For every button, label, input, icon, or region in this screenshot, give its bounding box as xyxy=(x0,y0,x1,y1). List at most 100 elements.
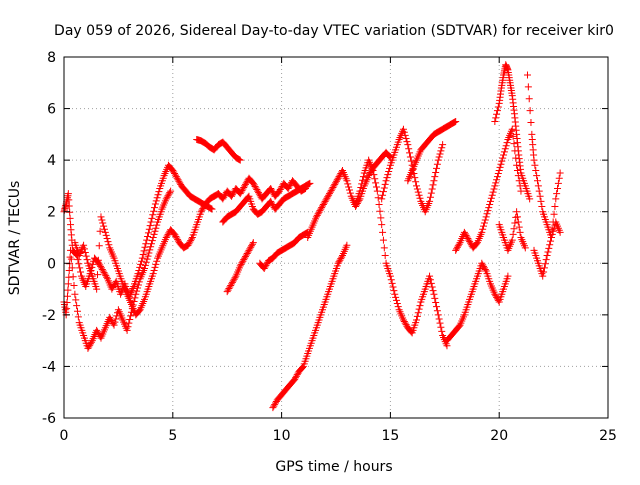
data-point xyxy=(247,243,255,251)
data-point xyxy=(132,290,140,298)
data-point xyxy=(73,307,81,315)
data-point xyxy=(125,319,133,327)
data-point xyxy=(511,219,519,227)
data-point xyxy=(69,273,77,281)
data-point xyxy=(334,174,342,182)
data-point xyxy=(93,326,101,334)
data-point xyxy=(553,190,561,198)
data-point xyxy=(253,186,261,194)
data-point xyxy=(83,256,91,264)
data-point xyxy=(493,107,501,115)
data-point xyxy=(284,185,292,193)
data-point xyxy=(335,258,343,266)
data-point xyxy=(539,272,547,280)
data-point xyxy=(493,110,501,118)
data-point xyxy=(430,290,438,298)
data-point xyxy=(312,213,320,221)
data-point xyxy=(413,185,421,193)
y-tick-label: 2 xyxy=(47,205,56,221)
data-point xyxy=(292,372,300,380)
data-point xyxy=(250,181,258,189)
data-point xyxy=(487,194,495,202)
data-point xyxy=(380,244,388,252)
data-point xyxy=(525,95,533,103)
data-point xyxy=(358,180,366,188)
data-point xyxy=(336,256,344,264)
data-point xyxy=(111,279,119,287)
data-point xyxy=(229,189,237,197)
data-points xyxy=(60,61,564,412)
data-point xyxy=(72,296,80,304)
data-point xyxy=(223,288,231,296)
data-point xyxy=(134,270,142,278)
data-point xyxy=(162,234,170,241)
data-point xyxy=(554,185,562,193)
data-point xyxy=(414,309,422,317)
data-point xyxy=(185,240,193,248)
data-point xyxy=(547,237,555,245)
data-point xyxy=(386,272,394,280)
data-point xyxy=(493,176,501,184)
data-point xyxy=(97,262,105,270)
data-point xyxy=(261,263,269,271)
data-point xyxy=(345,186,353,194)
data-point xyxy=(96,227,104,235)
data-point xyxy=(101,270,109,278)
data-series-s2 xyxy=(60,161,216,301)
data-point xyxy=(174,236,182,244)
data-point xyxy=(335,173,343,181)
data-point xyxy=(304,180,312,188)
data-point xyxy=(135,278,143,286)
data-point xyxy=(76,264,84,272)
data-point xyxy=(321,197,329,205)
data-point xyxy=(412,178,420,186)
data-point xyxy=(109,320,117,328)
data-series-s11 xyxy=(352,156,451,350)
data-point xyxy=(381,180,389,188)
data-point xyxy=(454,242,462,250)
data-point xyxy=(413,182,421,190)
data-point xyxy=(149,234,157,241)
data-point xyxy=(465,236,473,244)
data-point xyxy=(531,161,539,169)
data-point xyxy=(270,402,278,410)
data-point xyxy=(461,230,469,238)
data-point xyxy=(260,264,268,272)
data-point xyxy=(251,182,259,190)
data-point xyxy=(401,319,409,327)
data-point xyxy=(87,338,95,346)
data-point xyxy=(151,204,159,212)
data-point xyxy=(133,287,141,295)
data-point xyxy=(267,185,275,193)
data-point xyxy=(549,218,557,226)
data-point xyxy=(137,260,145,268)
data-point xyxy=(374,194,382,202)
data-point xyxy=(144,229,152,237)
data-point xyxy=(237,260,245,268)
data-point xyxy=(313,211,321,219)
data-point xyxy=(320,199,328,207)
data-point xyxy=(151,227,159,235)
data-point xyxy=(148,237,156,245)
data-point xyxy=(221,192,229,200)
data-point xyxy=(150,267,158,275)
data-point xyxy=(153,221,161,229)
data-point xyxy=(80,241,88,249)
data-point xyxy=(370,171,378,179)
data-point xyxy=(110,321,118,329)
data-point xyxy=(248,240,256,248)
data-point xyxy=(268,186,276,194)
data-point xyxy=(394,303,402,311)
data-point xyxy=(479,261,487,269)
data-point xyxy=(495,166,503,174)
data-point xyxy=(337,255,345,263)
data-point xyxy=(99,219,107,227)
data-point xyxy=(345,183,353,191)
data-point xyxy=(486,197,494,205)
data-point xyxy=(552,195,560,203)
data-point xyxy=(545,244,553,252)
data-point xyxy=(526,195,534,203)
data-point xyxy=(381,252,389,260)
data-point xyxy=(96,261,104,269)
x-tick-label: 0 xyxy=(60,428,69,444)
